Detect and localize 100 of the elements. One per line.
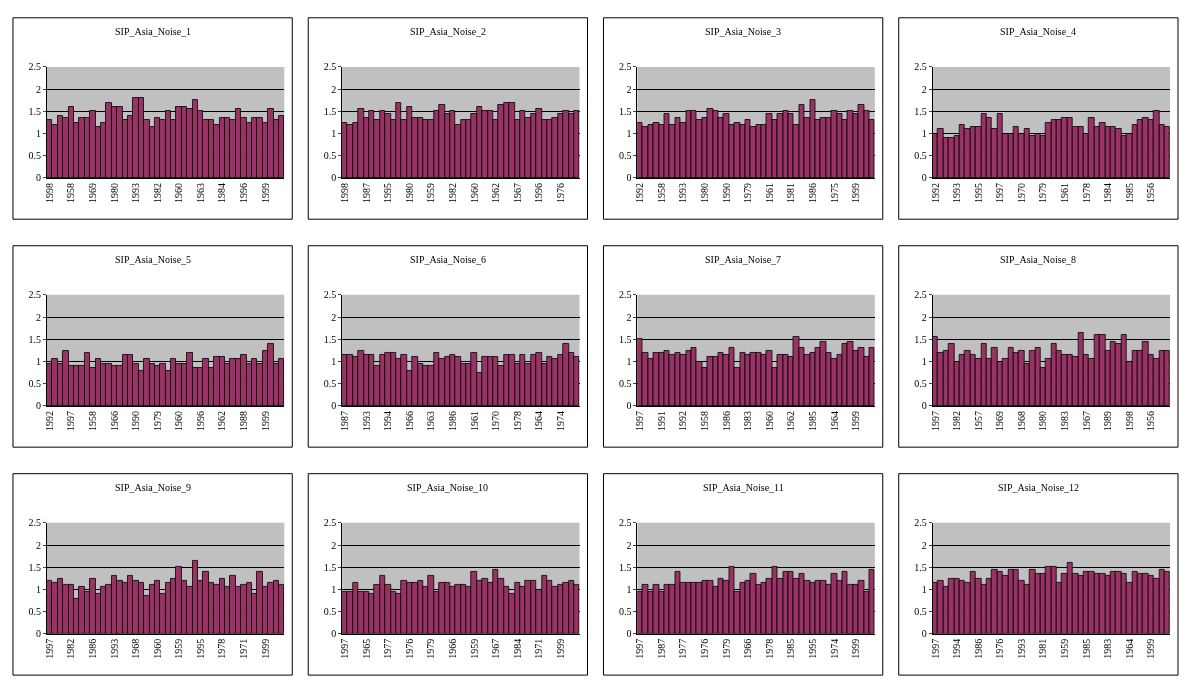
x-tick-label: 1957 <box>972 410 984 431</box>
y-tick-label: 2.5 <box>323 289 337 301</box>
y-tick-label: 1.5 <box>28 333 41 345</box>
x-tick-label: 1997 <box>43 638 55 659</box>
chart-title: SIP_Asia_Noise_1 <box>115 26 192 37</box>
x-tick-label: 1962 <box>216 410 228 431</box>
x-tick-label: 1977 <box>382 638 394 659</box>
x-tick-label: 1976 <box>699 638 711 659</box>
chart-title: SIP_Asia_Noise_2 <box>410 26 487 37</box>
y-tick-label: 0.5 <box>618 150 632 162</box>
y-tick-label: 2 <box>331 539 337 551</box>
chart-title: SIP_Asia_Noise_7 <box>705 254 782 265</box>
x-tick-label: 1993 <box>360 410 372 431</box>
x-tick-label: 1997 <box>634 410 646 431</box>
x-tick-label: 1979 <box>151 410 163 431</box>
y-tick-label: 1.5 <box>914 333 927 345</box>
y-tick-label: 2 <box>921 83 927 95</box>
x-tick-label: 1999 <box>259 182 271 203</box>
y-tick-label: 0 <box>35 400 41 412</box>
y-tick-label: 2 <box>35 539 41 551</box>
y-tick-label: 1.5 <box>618 561 632 573</box>
y-tick-label: 0 <box>921 628 927 640</box>
x-tick-label: 1997 <box>65 410 77 431</box>
x-tick-label: 1992 <box>677 410 689 431</box>
x-tick-label: 1993 <box>1015 638 1027 659</box>
chart-title: SIP_Asia_Noise_10 <box>407 482 489 493</box>
x-tick-label: 1988 <box>238 410 250 431</box>
x-tick-label: 1961 <box>763 182 775 203</box>
x-tick-label: 1986 <box>806 182 818 203</box>
x-tick-label: 1984 <box>216 182 228 203</box>
x-tick-label: 1963 <box>425 410 437 431</box>
chart-title: SIP_Asia_Noise_12 <box>998 482 1080 493</box>
y-tick-label: 2.5 <box>323 517 337 529</box>
x-tick-label: 1971 <box>533 638 545 659</box>
y-tick-label: 2 <box>921 311 927 323</box>
y-tick-label: 2 <box>35 311 41 323</box>
x-tick-label: 1982 <box>951 410 963 431</box>
chart-title: SIP_Asia_Noise_11 <box>703 482 784 493</box>
x-tick-label: 1968 <box>130 638 142 659</box>
y-tick-label: 1 <box>626 583 632 595</box>
y-tick-label: 0 <box>331 400 337 412</box>
y-tick-label: 1.5 <box>618 333 632 345</box>
x-tick-label: 1986 <box>972 638 984 659</box>
x-tick-label: 1990 <box>130 410 142 431</box>
y-tick-label: 2.5 <box>323 61 337 73</box>
y-tick-label: 2.5 <box>914 61 927 73</box>
x-tick-label: 1983 <box>742 410 754 431</box>
x-tick-label: 1992 <box>43 410 55 431</box>
x-tick-label: 1995 <box>972 182 984 203</box>
x-tick-label: 1996 <box>533 182 545 203</box>
x-tick-label: 1968 <box>1015 410 1027 431</box>
x-tick-label: 1966 <box>403 410 415 431</box>
x-tick-label: 1989 <box>1102 410 1114 431</box>
y-tick-label: 0.5 <box>28 606 41 618</box>
y-tick-label: 2 <box>331 83 337 95</box>
x-tick-label: 1967 <box>511 182 523 203</box>
x-tick-label: 1960 <box>763 410 775 431</box>
x-tick-label: 1975 <box>828 182 840 203</box>
x-tick-label: 1961 <box>1059 182 1071 203</box>
y-tick-label: 1.5 <box>323 333 337 345</box>
y-tick-label: 2 <box>626 539 632 551</box>
x-tick-label: 1956 <box>1145 182 1157 203</box>
x-tick-label: 1958 <box>699 410 711 431</box>
x-tick-label: 1985 <box>785 638 797 659</box>
chart-title: SIP_Asia_Noise_9 <box>115 482 192 493</box>
y-tick-label: 1.5 <box>618 105 632 117</box>
x-tick-label: 1979 <box>742 182 754 203</box>
x-tick-label: 1980 <box>1037 410 1049 431</box>
chart-title: SIP_Asia_Noise_4 <box>1000 26 1077 37</box>
x-tick-label: 1958 <box>655 182 667 203</box>
y-tick-label: 0 <box>626 400 632 412</box>
y-tick-label: 0 <box>331 628 337 640</box>
x-tick-label: 1984 <box>1102 182 1114 203</box>
y-tick-label: 0 <box>35 172 41 184</box>
y-tick-label: 2.5 <box>618 61 632 73</box>
x-tick-label: 1982 <box>151 182 163 203</box>
y-tick-label: 0.5 <box>323 606 337 618</box>
y-tick-label: 2.5 <box>618 289 632 301</box>
x-tick-label: 1997 <box>929 410 941 431</box>
x-tick-label: 1999 <box>850 410 862 431</box>
x-tick-label: 1985 <box>806 410 818 431</box>
x-tick-label: 1994 <box>951 638 963 659</box>
y-tick-label: 0 <box>626 172 632 184</box>
y-tick-label: 0.5 <box>618 378 632 390</box>
y-tick-label: 1.5 <box>28 105 41 117</box>
x-tick-label: 1999 <box>1145 638 1157 659</box>
x-tick-label: 1967 <box>1080 410 1092 431</box>
x-tick-label: 1979 <box>425 638 437 659</box>
y-tick-label: 2.5 <box>914 517 927 529</box>
y-tick-label: 0.5 <box>914 378 927 390</box>
x-tick-label: 1960 <box>173 182 185 203</box>
x-tick-label: 1997 <box>929 638 941 659</box>
x-tick-label: 1971 <box>238 638 250 659</box>
x-tick-label: 1978 <box>511 410 523 431</box>
x-tick-label: 1981 <box>1037 638 1049 659</box>
x-tick-label: 1980 <box>403 182 415 203</box>
x-tick-label: 1964 <box>533 410 545 431</box>
y-tick-label: 0.5 <box>914 150 927 162</box>
y-tick-label: 0.5 <box>323 378 337 390</box>
x-tick-label: 1981 <box>785 182 797 203</box>
